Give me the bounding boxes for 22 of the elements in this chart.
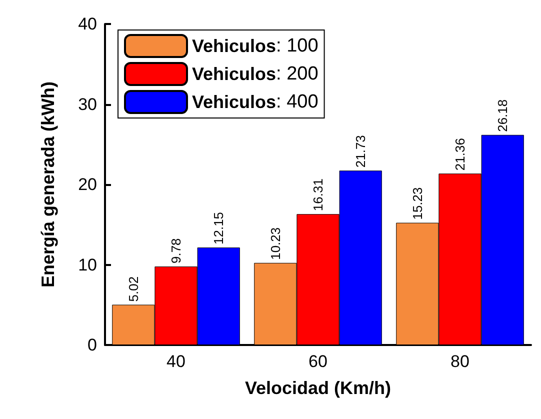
legend-label: Vehiculos: 100 (192, 36, 318, 56)
data-label: 9.78 (168, 238, 184, 264)
y-tick-label: 30 (78, 94, 97, 114)
data-label: 5.02 (126, 276, 141, 302)
legend-label: Vehiculos: 200 (192, 64, 318, 84)
y-tick-label: 40 (78, 14, 97, 34)
y-tick-label: 0 (88, 336, 97, 354)
data-label: 16.31 (310, 178, 326, 212)
data-label: 12.15 (211, 212, 226, 244)
data-label: 10.23 (268, 227, 283, 260)
x-axis-title: Velocidad (Km/h) (244, 378, 392, 398)
y-tick-label: 20 (78, 175, 97, 194)
y-tick-label: 10 (78, 255, 97, 274)
y-axis-title: Energía generada (kWh) (38, 81, 58, 288)
x-tick-label: 80 (450, 352, 470, 371)
x-tick-label: 40 (166, 352, 186, 371)
legend-label: Vehiculos: 400 (192, 92, 318, 112)
data-label: 15.23 (410, 187, 425, 220)
data-label: 26.18 (495, 99, 510, 132)
data-label: 21.73 (353, 135, 368, 168)
data-label: 21.36 (452, 138, 468, 171)
x-tick-label: 60 (308, 352, 328, 371)
